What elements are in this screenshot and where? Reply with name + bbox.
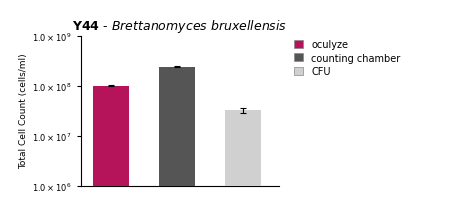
Bar [158, 67, 195, 202]
Bar [93, 86, 129, 202]
Bar [225, 111, 261, 202]
Legend: oculyze, counting chamber, CFU: oculyze, counting chamber, CFU [292, 38, 402, 79]
Y-axis label: Total Cell Count (cells/ml): Total Cell Count (cells/ml) [19, 54, 28, 169]
Title: $\bf{Y44\ \text{-}\ }$$\bf{\it{Brettanomyces\ bruxellensis}}$: $\bf{Y44\ \text{-}\ }$$\bf{\it{Brettanom… [72, 18, 288, 34]
